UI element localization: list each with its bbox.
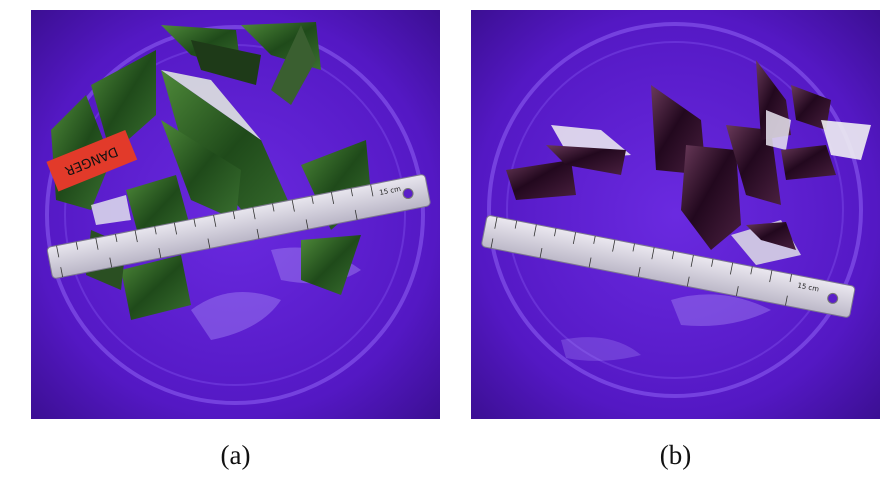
glass-shard xyxy=(191,40,261,85)
glass-shard xyxy=(301,235,361,295)
glass-shard xyxy=(781,145,836,180)
steel-ruler: 15 cm xyxy=(481,215,856,318)
glass-shard xyxy=(271,25,316,105)
glass-shard xyxy=(91,50,156,155)
glass-shard-paper xyxy=(821,120,871,160)
photo-panel-a: DANGER 15 cm xyxy=(31,10,440,419)
basin-inner-rim xyxy=(506,41,844,379)
glass-shard-paper xyxy=(91,195,131,225)
light-reflection xyxy=(561,337,641,361)
glass-shard-paper xyxy=(161,70,261,140)
glass-shard xyxy=(791,85,831,130)
caption-a: (a) xyxy=(220,440,251,470)
steel-ruler: 15 cm xyxy=(46,174,431,279)
glass-shard xyxy=(121,255,191,320)
glass-shard xyxy=(746,222,796,250)
light-reflection xyxy=(671,294,771,326)
photo-b-graphic: 15 cm xyxy=(471,10,880,419)
glass-shard xyxy=(161,70,301,230)
basin-rim xyxy=(45,25,425,405)
light-reflection xyxy=(191,292,281,340)
glass-shard xyxy=(161,120,241,220)
glass-shard xyxy=(506,160,576,200)
caption-b: (b) xyxy=(659,440,692,470)
glass-shard xyxy=(681,145,741,250)
basin-rim xyxy=(487,22,863,398)
photo-a-graphic: DANGER 15 cm xyxy=(31,10,440,419)
photo-panel-b: 15 cm xyxy=(471,10,880,419)
glass-shard-paper xyxy=(766,110,791,150)
glass-shard xyxy=(546,145,626,175)
basin-background xyxy=(471,10,880,419)
